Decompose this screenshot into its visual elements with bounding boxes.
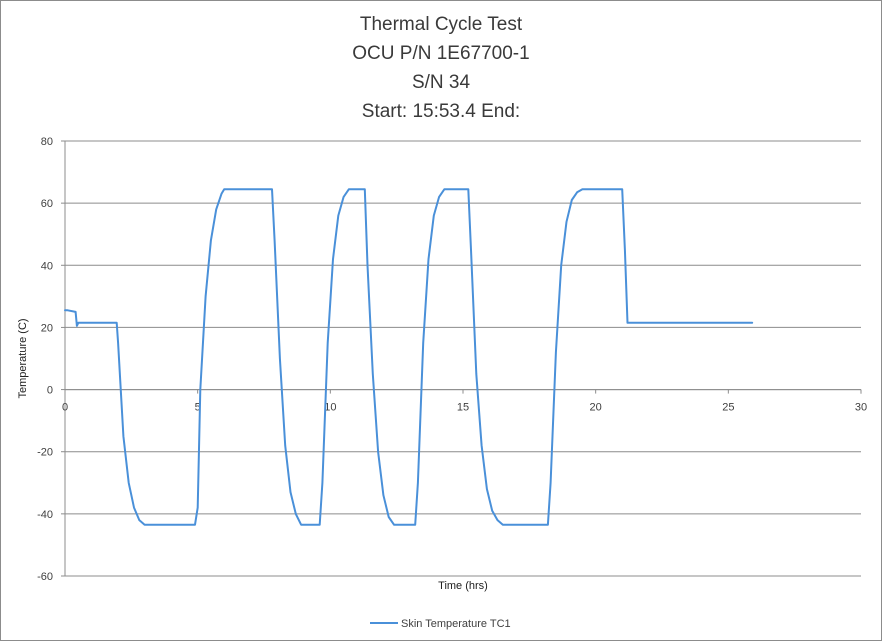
tick-labels: -60 -40 -20 0 20 40 60 80 0 5 10 15 20 25 30 (37, 136, 867, 583)
y-tick-label: 60 (41, 198, 53, 210)
legend: Skin Temperature TC1 (370, 618, 511, 630)
chart-title-line-2: OCU P/N 1E67700-1 (352, 43, 530, 64)
axes (61, 140, 862, 577)
y-tick-label: -20 (37, 447, 53, 459)
y-tick-label: 40 (41, 260, 53, 272)
x-tick-label: 10 (324, 402, 336, 414)
x-tick-label: 0 (62, 402, 68, 414)
y-tick-label: 80 (41, 136, 53, 148)
chart-title-line-4: Start: 15:53.4 End: (361, 101, 521, 122)
y-tick-label: 0 (47, 385, 53, 397)
y-tick-label: -60 (37, 571, 53, 583)
x-axis-title: Time (hrs) (438, 580, 488, 592)
chart-title: Thermal Cycle Test OCU P/N 1E67700-1 S/N… (0, 10, 882, 126)
y-tick-label: -40 (37, 509, 53, 521)
x-tick-label: 15 (457, 402, 469, 414)
x-tick-label: 30 (855, 402, 867, 414)
grid-lines (65, 140, 861, 577)
chart-title-line-1: Thermal Cycle Test (359, 14, 523, 35)
x-tick-label: 5 (195, 402, 201, 414)
y-axis-title: Temperature (C) (17, 318, 29, 398)
x-tick-label: 25 (722, 402, 734, 414)
series-layer (64, 188, 754, 526)
x-tick-label: 20 (590, 402, 602, 414)
legend-label: Skin Temperature TC1 (401, 618, 511, 630)
series-line-0 (64, 188, 754, 526)
y-tick-label: 20 (41, 322, 53, 334)
chart-title-line-3: S/N 34 (411, 72, 471, 93)
